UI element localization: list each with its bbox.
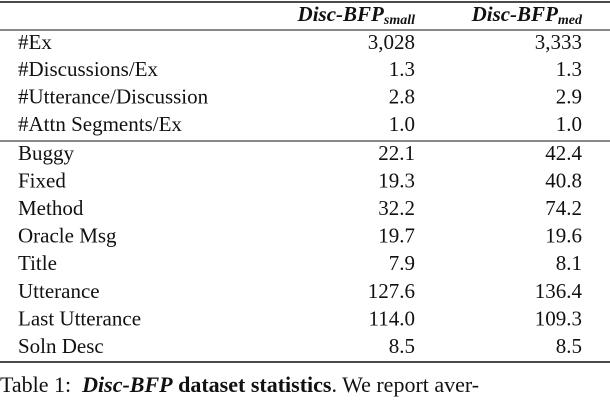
caption-label: Table 1: [0,372,72,397]
cell: 136.4 [535,279,583,303]
row-label: Method [18,196,84,220]
cell: 74.2 [545,196,582,220]
row-label: Utterance [18,279,100,303]
cell: 19.6 [545,224,582,248]
cell: 127.6 [368,279,415,303]
row-label: #Attn Segments/Ex [18,112,182,136]
caption-text: . We report aver- [331,372,480,397]
cell: 40.8 [545,168,582,192]
cell: 19.7 [378,224,415,248]
cell: 3,028 [368,30,415,54]
row-label: #Utterance/Discussion [18,85,209,109]
cell: 19.3 [378,168,415,192]
cell: 1.0 [556,112,582,136]
cell: 114.0 [369,306,415,330]
cell: 8.1 [556,251,582,275]
cell: 2.8 [389,85,415,109]
column-header: Disc-BFPmed [471,2,583,28]
cell: 22.1 [378,141,415,165]
row-label: Buggy [18,141,75,165]
column-header: Disc-BFPsmall [297,2,416,28]
table: Disc-BFPsmall Disc-BFPmed#Ex 3,028 3,333#Di… [0,1,610,363]
caption-emphasis: dataset statistics [178,372,332,397]
column-subscript: small [383,13,415,28]
caption-name: Disc-BFP [82,372,173,397]
row-label: Soln Desc [18,334,104,358]
row-label: Fixed [18,168,66,192]
cell: 1.0 [389,112,415,136]
row-label: Oracle Msg [18,224,117,248]
cell: 3,333 [535,30,582,54]
column-subscript: med [558,13,583,28]
cell: 8.5 [389,334,415,358]
cell: 1.3 [389,57,415,81]
cell: 32.2 [378,196,415,220]
caption: Table 1: Disc-BFP dataset statistics. We… [0,372,479,398]
row-label: Last Utterance [18,306,141,330]
cell: 109.3 [535,306,582,330]
cell: 2.9 [556,85,582,109]
row-label: #Discussions/Ex [18,57,159,81]
column-name: Disc-BFP [471,2,559,26]
row-label: #Ex [18,30,52,54]
cell: 42.4 [545,141,582,165]
cell: 7.9 [389,251,415,275]
column-name: Disc-BFP [297,2,385,26]
cell: 1.3 [556,57,582,81]
cell: 8.5 [556,334,582,358]
row-label: Title [18,251,57,275]
